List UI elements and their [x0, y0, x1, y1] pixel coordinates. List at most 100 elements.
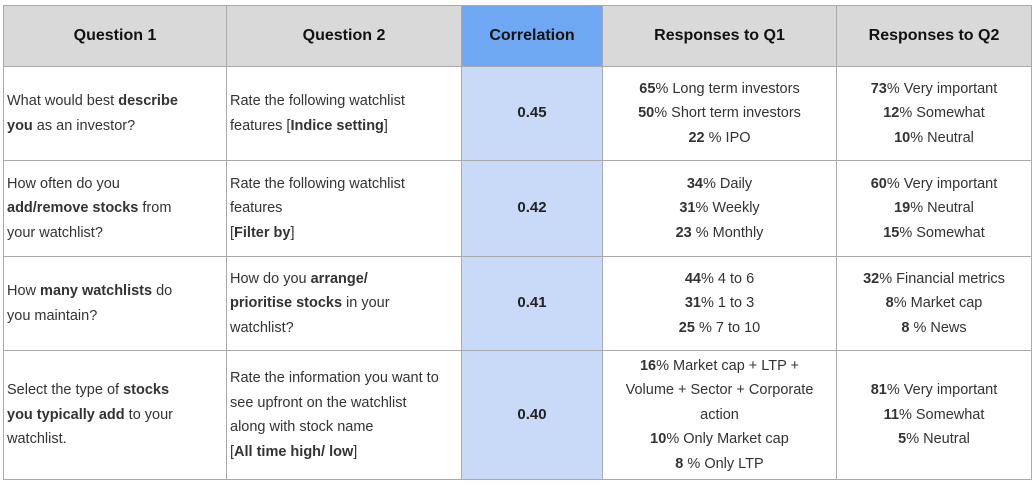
- response-line: 11% Somewhat: [841, 403, 1027, 428]
- text-run: features: [230, 200, 283, 217]
- bold-text: many watchlists: [40, 283, 153, 299]
- text-run: % Daily: [702, 175, 753, 192]
- bold-text: you: [7, 117, 33, 134]
- response-line: 44% 4 to 6: [607, 267, 832, 292]
- responses-q2-cell: 32% Financial metrics 8% Market cap 8 % Ne…: [836, 256, 1032, 351]
- response-line: 16% Market cap + LTP +: [607, 354, 832, 379]
- bold-text: 65: [639, 80, 656, 97]
- responses-q2-cell: 60% Very important 19% Neutral 15% Somewha…: [836, 160, 1032, 257]
- text-run: % Financial metrics: [879, 270, 1005, 287]
- text-run: [: [230, 224, 235, 241]
- header-question-1: Question 1: [3, 5, 227, 67]
- text-run: Volume + Sector + Corporate: [625, 382, 814, 399]
- text-run: from: [138, 200, 172, 217]
- text-run: % Very important: [886, 80, 998, 97]
- table-row: How many watchlists do you maintain? How …: [3, 256, 1032, 351]
- text-run: your watchlist?: [7, 224, 103, 241]
- question-2-cell: Rate the information you want to see upfr…: [226, 350, 462, 480]
- bold-text: 19: [894, 200, 911, 217]
- table-row: How often do you add/remove stocks from yo…: [3, 160, 1032, 257]
- bold-text: 50: [638, 105, 655, 122]
- bold-text: 8: [675, 455, 684, 472]
- text-run: do: [152, 283, 173, 299]
- text-run: % Somewhat: [899, 224, 985, 241]
- text-run: ]: [290, 224, 295, 241]
- text-run: ]: [383, 117, 388, 134]
- bold-text: 44: [684, 270, 701, 287]
- text-run: % Neutral: [906, 431, 970, 448]
- text-run: % Somewhat: [898, 406, 985, 423]
- question-1-cell: Select the type of stocks you typically a…: [3, 350, 227, 480]
- text-run: % 4 to 6: [700, 270, 755, 287]
- text-run: [: [230, 443, 235, 460]
- text-run: % Neutral: [910, 200, 974, 217]
- text-run: Rate the following watchlist: [230, 93, 405, 109]
- bold-text: 8: [901, 319, 910, 336]
- response-line: 32% Financial metrics: [841, 267, 1027, 292]
- bold-text: 12: [883, 105, 900, 122]
- text-run: Rate the following watchlist: [230, 175, 405, 192]
- text-run: % Long term investors: [655, 80, 800, 97]
- responses-q1-cell: 44% 4 to 6 31% 1 to 3 25 % 7 to 10: [602, 256, 837, 351]
- correlation-value: 0.45: [461, 66, 603, 161]
- bold-text: 81: [870, 382, 887, 399]
- question-2-cell: Rate the following watchlist features [In…: [226, 66, 462, 161]
- text-run: How: [7, 283, 41, 299]
- response-line: 34% Daily: [607, 172, 832, 197]
- correlation-table: Question 1 Question 2 Correlation Respon…: [3, 5, 1032, 480]
- text-run: to your: [124, 406, 174, 423]
- bold-text: Filter by: [234, 224, 291, 241]
- text-run: Select the type of: [7, 382, 124, 399]
- response-line: 25 % 7 to 10: [607, 316, 832, 341]
- text-run: % IPO: [704, 129, 751, 146]
- response-line: 10% Only Market cap: [607, 427, 832, 452]
- bold-text: add/remove stocks: [7, 200, 139, 217]
- text-run: What would best: [7, 93, 119, 109]
- text-run: % Only LTP: [683, 455, 764, 472]
- response-line: Volume + Sector + Corporate: [607, 378, 832, 403]
- header-row: Question 1 Question 2 Correlation Respon…: [3, 5, 1032, 67]
- bold-text: 8: [885, 295, 894, 312]
- text-run: in your: [342, 295, 390, 312]
- bold-text: 32: [863, 270, 880, 287]
- bold-text: you typically add: [7, 406, 125, 423]
- text-run: % 1 to 3: [700, 295, 755, 312]
- text-run: % Market cap + LTP +: [656, 357, 800, 374]
- table-row: What would best describe you as an inves…: [3, 66, 1032, 161]
- text-run: watchlist?: [230, 319, 294, 336]
- responses-q2-cell: 81% Very important 11% Somewhat 5% Neutral: [836, 350, 1032, 480]
- text-run: % Very important: [886, 382, 998, 399]
- response-line: 50% Short term investors: [607, 101, 832, 126]
- bold-text: 15: [883, 224, 900, 241]
- response-line: 65% Long term investors: [607, 77, 832, 102]
- question-1-cell: What would best describe you as an inves…: [3, 66, 227, 161]
- bold-text: Indice setting: [290, 117, 384, 134]
- response-line: 81% Very important: [841, 378, 1027, 403]
- text-run: % News: [909, 319, 967, 336]
- text-run: % 7 to 10: [694, 319, 761, 336]
- text-run: % Monthly: [691, 224, 764, 241]
- question-1-cell: How many watchlists do you maintain?: [3, 256, 227, 351]
- question-2-cell: Rate the following watchlist features [Fil…: [226, 160, 462, 257]
- bold-text: 11: [883, 406, 899, 423]
- response-line: action: [607, 403, 832, 428]
- response-line: 23 % Monthly: [607, 221, 832, 246]
- response-line: 31% Weekly: [607, 196, 832, 221]
- response-line: 8 % Only LTP: [607, 452, 832, 477]
- response-line: 60% Very important: [841, 172, 1027, 197]
- response-line: 8% Market cap: [841, 291, 1027, 316]
- response-line: 5% Neutral: [841, 427, 1027, 452]
- response-line: 73% Very important: [841, 77, 1027, 102]
- text-run: features [: [230, 117, 291, 134]
- bold-text: 10: [650, 431, 667, 448]
- header-question-2: Question 2: [226, 5, 462, 67]
- text-run: How often do you: [7, 175, 120, 192]
- bold-text: 73: [870, 80, 887, 97]
- question-2-cell: How do you arrange/prioritise stocks in …: [226, 256, 462, 351]
- text-run: % Very important: [886, 175, 998, 192]
- text-run: % Weekly: [695, 200, 760, 217]
- header-responses-q2: Responses to Q2: [836, 5, 1032, 67]
- responses-q2-cell: 73% Very important 12% Somewhat 10% Neutra…: [836, 66, 1032, 161]
- bold-text: 23: [675, 224, 692, 241]
- bold-text: stocks: [123, 382, 170, 399]
